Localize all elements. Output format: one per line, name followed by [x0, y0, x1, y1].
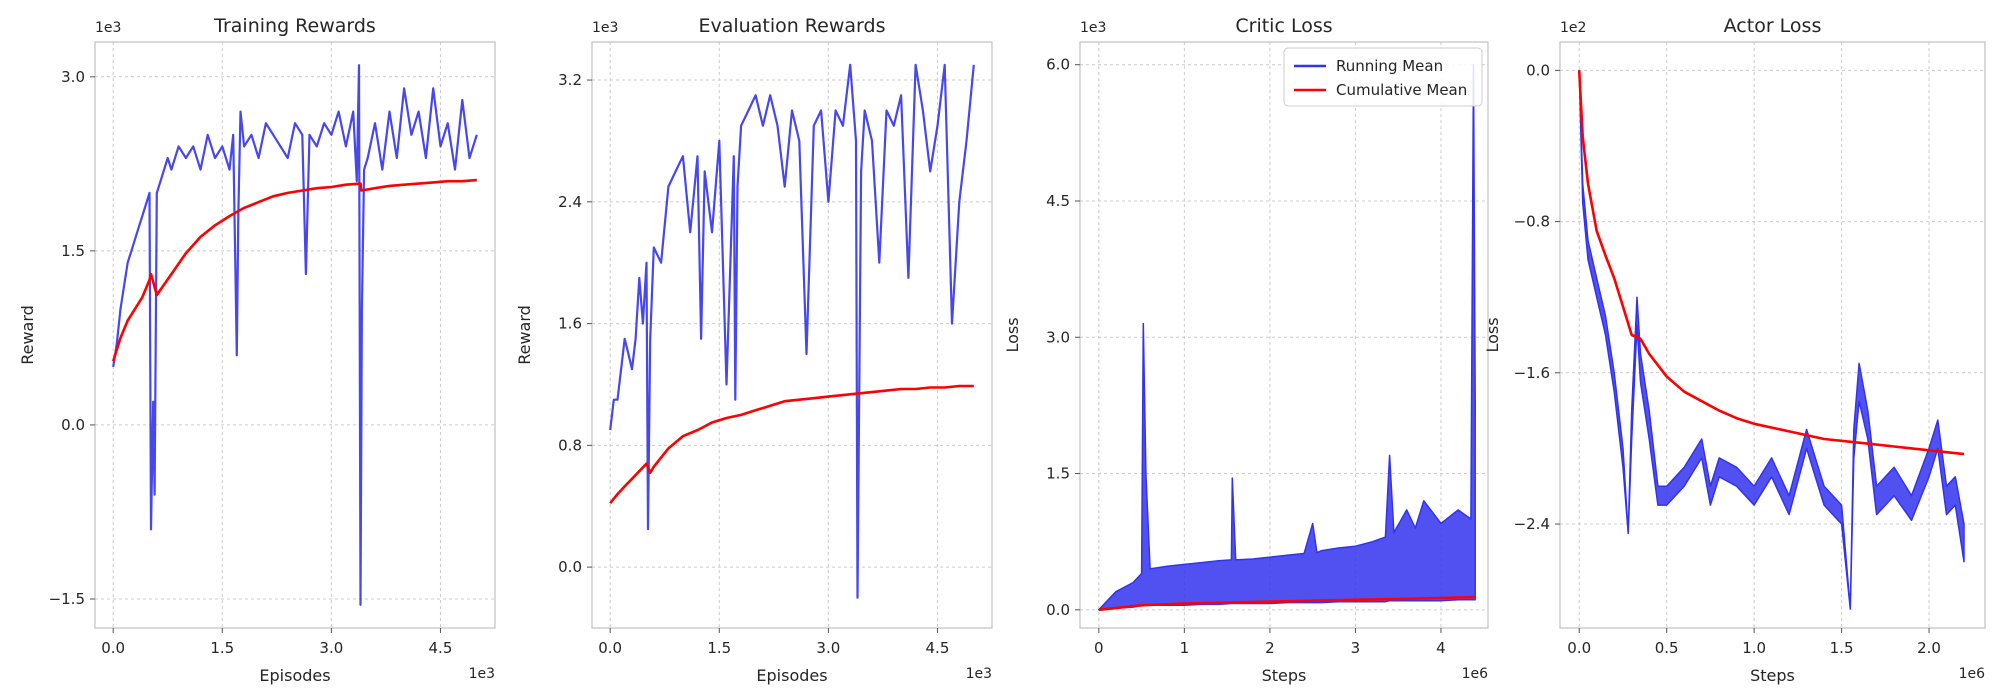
plot-frame: [1079, 41, 1489, 629]
x-tick-label: 0: [1094, 639, 1104, 657]
x-tick-label: 4.5: [429, 639, 453, 657]
x-tick-label: 1: [1180, 639, 1190, 657]
x-axis-label: Episodes: [259, 666, 330, 685]
y-tick-label: 3.2: [558, 71, 582, 89]
x-multiplier: 1e6: [1959, 666, 1986, 682]
x-tick-label: 4: [1436, 639, 1446, 657]
x-tick-label: 1.5: [210, 639, 234, 657]
y-tick-label: 0.0: [1046, 601, 1070, 619]
y-multiplier: 1e2: [1560, 20, 1586, 36]
plot-frame: [591, 41, 993, 629]
chart-1: 0.0 1.5 3.0 4.5 −1.5 0.0 1.5 3.0 1e3 1e3 Training …: [18, 15, 496, 685]
x-tick-label: 0.0: [101, 639, 125, 657]
x-tick-label: 0.5: [1655, 639, 1679, 657]
y-tick-label: −1.6: [1514, 364, 1550, 382]
y-tick-label: −1.5: [49, 590, 85, 608]
x-tick-label: 3.0: [319, 639, 343, 657]
series-line-running: [112, 64, 478, 606]
series-line-running: [609, 63, 975, 599]
y-tick-label: 2.4: [558, 193, 582, 211]
y-axis-label: Loss: [1003, 317, 1022, 352]
chart-3: 0 1 2 3 4 0.0 1.5 3.0 4.5 6.0 1e3 1e6 Critic Loss Ste…: [1003, 15, 1489, 685]
y-tick-label: 1.5: [61, 242, 85, 260]
x-tick-label: 3: [1351, 639, 1361, 657]
legend-label-cumulative: Cumulative Mean: [1336, 81, 1467, 99]
x-tick-label: 0.0: [598, 639, 622, 657]
y-multiplier: 1e3: [592, 20, 618, 36]
legend: Running Mean Cumulative Mean: [1283, 47, 1483, 107]
plot-frame: [94, 41, 496, 629]
y-axis-label: Reward: [515, 305, 534, 365]
chart-title: Evaluation Rewards: [699, 15, 886, 37]
y-tick-label: 1.6: [558, 315, 582, 333]
y-tick-label: 0.0: [1526, 61, 1550, 79]
chart-4: 0.0 0.5 1.0 1.5 2.0 −2.4 −1.6 −0.8 0.0 1e2 1e6 Acto…: [1483, 15, 1986, 685]
x-axis-label: Steps: [1750, 666, 1795, 685]
y-tick-label: −2.4: [1514, 515, 1550, 533]
x-axis-label: Episodes: [756, 666, 827, 685]
series-line-cumulative: [1098, 595, 1476, 612]
x-tick-label: 1.0: [1742, 639, 1766, 657]
y-tick-label: 4.5: [1046, 192, 1070, 210]
y-tick-label: 0.0: [61, 416, 85, 434]
x-tick-label: 0.0: [1567, 639, 1591, 657]
y-tick-label: 6.0: [1046, 56, 1070, 74]
x-tick-label: 2: [1265, 639, 1275, 657]
y-tick-label: 3.0: [61, 68, 85, 86]
y-multiplier: 1e3: [1080, 20, 1106, 36]
x-axis-label: Steps: [1262, 666, 1307, 685]
x-tick-label: 2.0: [1917, 639, 1941, 657]
y-tick-label: 0.8: [558, 436, 582, 454]
x-tick-label: 1.5: [707, 639, 731, 657]
series-band-running: [1578, 69, 1965, 610]
plot-frame: [1559, 41, 1986, 629]
series-line-cumulative: [111, 178, 477, 362]
y-tick-label: 3.0: [1046, 328, 1070, 346]
y-tick-label: 0.0: [558, 558, 582, 576]
y-axis-label: Loss: [1483, 317, 1502, 352]
chart-title: Critic Loss: [1235, 15, 1332, 37]
legend-label-running: Running Mean: [1336, 57, 1443, 75]
y-multiplier: 1e3: [95, 20, 121, 36]
x-multiplier: 1e3: [966, 666, 992, 682]
chart-2: 0.0 1.5 3.0 4.5 0.0 0.8 1.6 2.4 3.2 1e3 1e3 Evaluat…: [515, 15, 993, 685]
x-tick-label: 3.0: [816, 639, 840, 657]
series-line-cumulative: [609, 384, 974, 505]
y-tick-label: 1.5: [1046, 465, 1070, 483]
y-tick-label: −0.8: [1514, 213, 1550, 231]
series-line-cumulative: [1577, 70, 1965, 456]
y-axis-label: Reward: [18, 305, 37, 365]
x-multiplier: 1e6: [1462, 666, 1489, 682]
x-tick-label: 1.5: [1830, 639, 1854, 657]
x-tick-label: 4.5: [926, 639, 950, 657]
x-multiplier: 1e3: [469, 666, 495, 682]
chart-title: Actor Loss: [1724, 15, 1822, 37]
legend-box: [1283, 47, 1483, 107]
chart-title: Training Rewards: [213, 15, 376, 37]
